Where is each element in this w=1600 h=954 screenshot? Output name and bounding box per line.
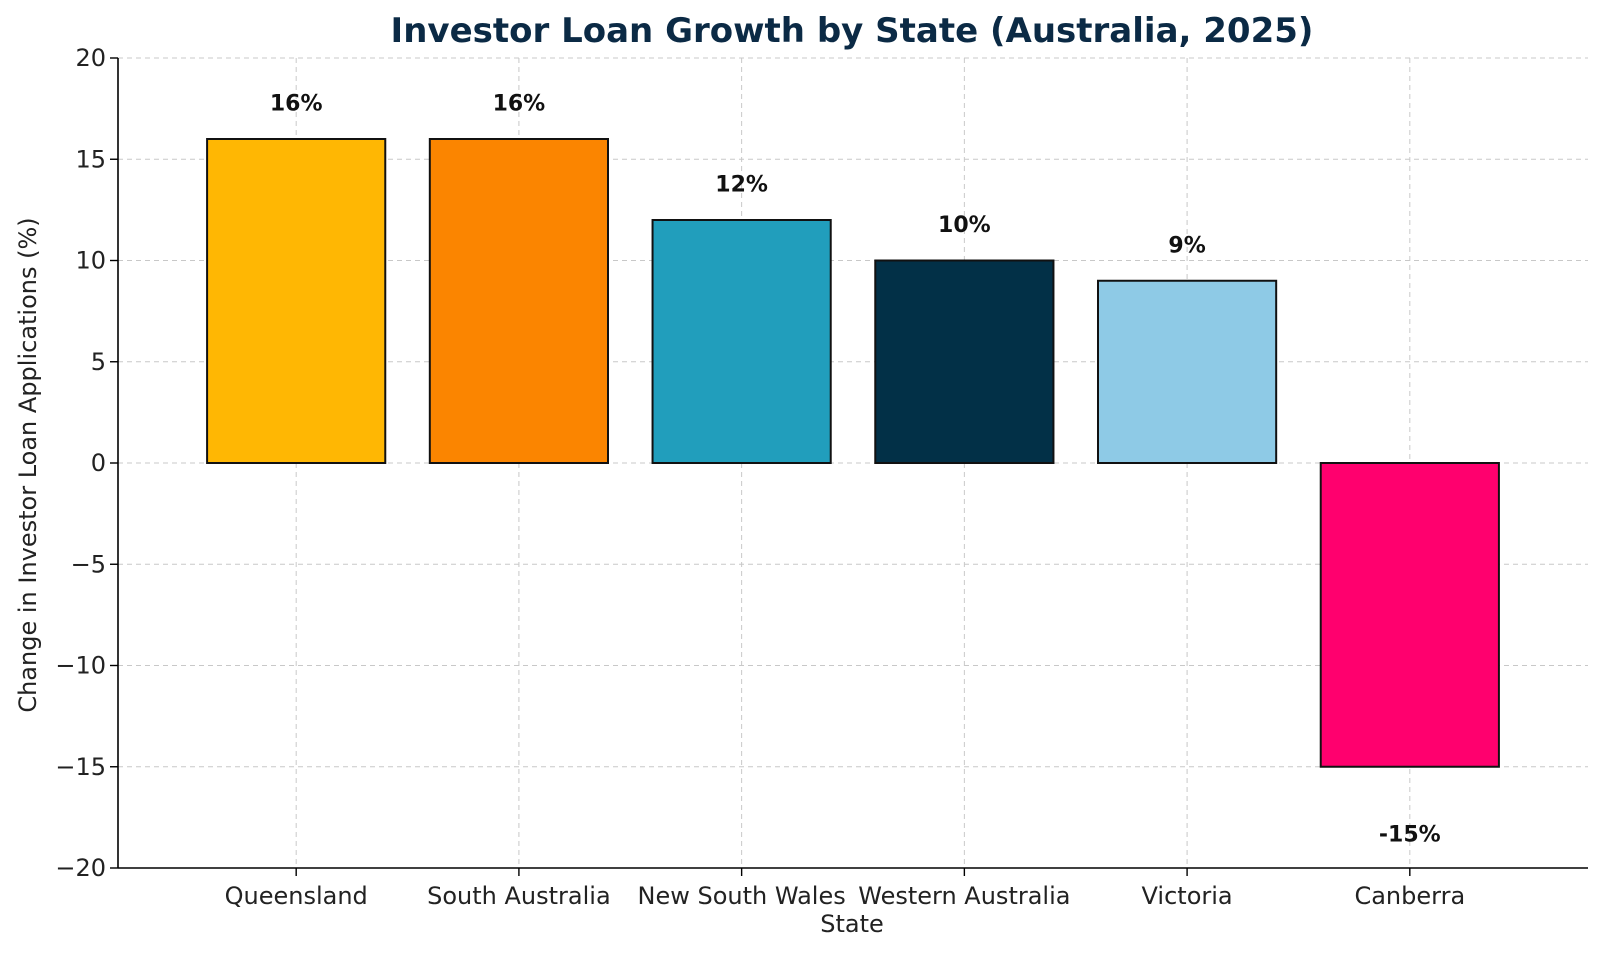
y-tick-label: −10 — [55, 652, 106, 680]
y-tick-label: 0 — [91, 449, 106, 477]
data-label: 16% — [493, 92, 546, 117]
data-label: 12% — [715, 173, 768, 198]
y-ticks: 20 15 10 5 0 −5 −10 −15 −20 — [55, 44, 118, 882]
y-tick-label: 10 — [75, 247, 106, 275]
chart-title: Investor Loan Growth by State (Australia… — [391, 11, 1314, 51]
y-tick-label: −5 — [71, 550, 106, 578]
y-tick-label: −20 — [55, 854, 106, 882]
bar — [206, 138, 387, 464]
bar — [428, 138, 609, 464]
y-tick-label: 5 — [91, 348, 106, 376]
data-label: -15% — [1379, 823, 1441, 848]
bar — [874, 259, 1055, 464]
bars — [206, 138, 1500, 768]
data-label: 10% — [938, 213, 991, 238]
y-axis-title: Change in Investor Loan Applications (%) — [14, 217, 42, 712]
bar — [651, 219, 832, 464]
bar — [1097, 279, 1278, 464]
data-labels: 16% 16% 12% 10% 9% -15% — [270, 92, 1441, 848]
x-tick-label: Canberra — [1354, 882, 1465, 910]
x-tick-label: South Australia — [427, 882, 611, 910]
bar — [1319, 462, 1500, 768]
x-tick-label: New South Wales — [638, 882, 846, 910]
y-tick-label: 20 — [75, 44, 106, 72]
x-ticks: Queensland South Australia New South Wales… — [225, 868, 1465, 910]
x-tick-label: Queensland — [225, 882, 368, 910]
y-tick-label: −15 — [55, 753, 106, 781]
data-label: 9% — [1168, 233, 1205, 258]
x-tick-label: Western Australia — [858, 882, 1070, 910]
x-axis-title: State — [820, 910, 884, 938]
data-label: 16% — [270, 92, 323, 117]
x-tick-label: Victoria — [1142, 882, 1233, 910]
y-tick-label: 15 — [75, 145, 106, 173]
